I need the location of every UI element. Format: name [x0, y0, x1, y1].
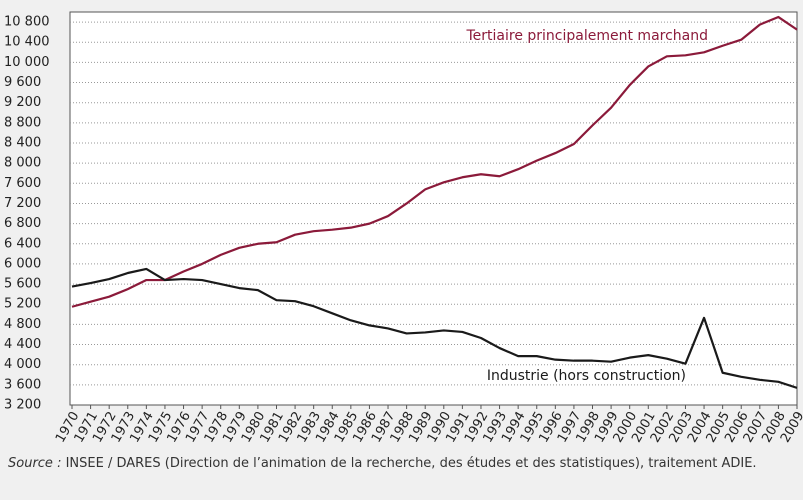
- y-tick-label: 8 400: [4, 136, 41, 151]
- y-tick-label: 6 400: [4, 236, 41, 251]
- source-text: INSEE / DARES (Direction de l’animation …: [65, 456, 757, 471]
- plot-area: [69, 11, 798, 406]
- y-tick-label: 5 200: [4, 297, 41, 312]
- y-tick-label: 8 000: [4, 156, 41, 171]
- y-tick-label: 10 000: [4, 55, 50, 70]
- y-tick-label: 4 000: [4, 357, 41, 372]
- y-tick-label: 6 000: [4, 256, 41, 271]
- source: Source : INSEE / DARES (Direction de l’a…: [0, 455, 803, 472]
- y-tick-label: 6 800: [4, 216, 41, 231]
- y-tick-label: 9 200: [4, 95, 41, 110]
- y-tick-label: 4 400: [4, 337, 41, 352]
- y-tick-label: 3 600: [4, 377, 41, 392]
- y-tick-label: 10 400: [4, 35, 50, 50]
- y-tick-label: 7 200: [4, 196, 41, 211]
- series-label: Industrie (hors construction): [487, 368, 686, 384]
- y-tick-label: 4 800: [4, 317, 41, 332]
- series-label: Tertiaire principalement marchand: [466, 28, 709, 44]
- series-line: [71, 267, 798, 389]
- chart: 3 200 3 600 4 000 4 400 4 800 5 200 5 600 6 000…: [4, 11, 803, 445]
- y-tick-label: 7 600: [4, 176, 41, 191]
- y-tick-label: 3 200: [4, 398, 41, 413]
- y-tick-label: 10 800: [4, 15, 50, 30]
- y-tick-label: 9 600: [4, 75, 41, 90]
- series-line: [71, 15, 798, 308]
- source-label: Source :: [8, 456, 62, 471]
- y-tick-label: 8 800: [4, 115, 41, 130]
- y-tick-label: 5 600: [4, 277, 41, 292]
